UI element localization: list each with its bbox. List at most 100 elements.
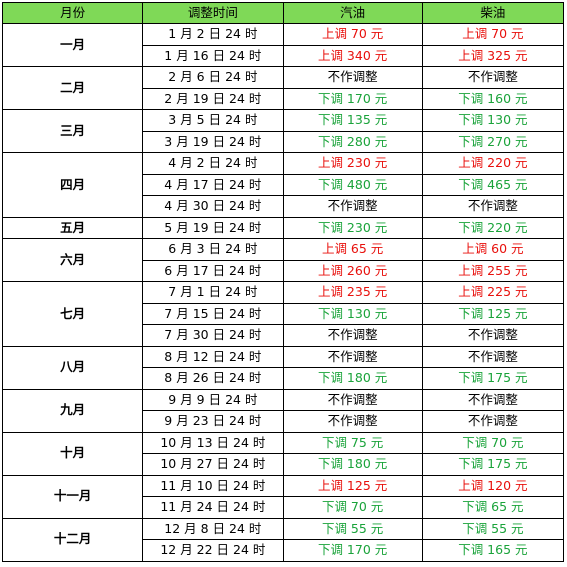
diesel-cell: 上调 225 元	[421, 281, 565, 304]
gasoline-cell: 上调 230 元	[282, 152, 423, 175]
table-header: 月份 调整时间 汽油 柴油	[1, 2, 565, 24]
adjust-time-cell: 4 月 2 日 24 时	[142, 152, 284, 175]
table-row: 九月 9 月 9 日 24 时不作调整 不作调整	[1, 388, 565, 433]
adjust-time-cell: 4 月 17 日 24 时	[142, 173, 284, 196]
diesel-cell: 下调 70 元	[421, 431, 565, 454]
table-row: 二月 2 月 6 日 24 时不作调整 不作调整	[1, 66, 565, 110]
table-row: 一月 1 月 2 日 24 时上调 70 元上调 70 元	[1, 23, 565, 67]
table-row: 十月 10 月 13 日 24 时下调 75 元下调 70 元	[1, 431, 565, 476]
diesel-cell: 下调 270 元	[421, 130, 565, 153]
adjust-time-cell: 4 月 30 日 24 时	[142, 195, 284, 218]
adjust-time-cell: 7 月 1 日 24 时	[142, 281, 284, 304]
adjust-time-cell: 12 月 22 日 24 时	[142, 539, 284, 562]
table-row: 4 月 30 日 24 时不作调整 不作调整	[3, 195, 565, 218]
table-row: 八月 8 月 12 日 24 时不作调整 不作调整	[1, 345, 565, 390]
header-diesel: 柴油	[421, 2, 565, 24]
adjust-time-cell: 10 月 27 日 24 时	[142, 453, 284, 476]
adjust-time-cell: 2 月 19 日 24 时	[142, 87, 284, 110]
gasoline-cell: 下调 230 元	[282, 216, 423, 239]
diesel-cell: 不作调整	[421, 410, 565, 433]
month-cell: 四月	[1, 152, 144, 218]
diesel-cell: 下调 175 元	[421, 367, 565, 390]
adjust-time-cell: 9 月 23 日 24 时	[142, 410, 284, 433]
gasoline-cell: 下调 130 元	[282, 302, 423, 325]
diesel-cell: 上调 120 元	[421, 474, 565, 497]
adjust-time-cell: 11 月 10 日 24 时	[142, 474, 284, 497]
diesel-cell: 不作调整	[421, 345, 565, 368]
diesel-cell: 不作调整	[421, 195, 565, 218]
adjust-time-cell: 1 月 2 日 24 时	[142, 23, 284, 46]
diesel-cell: 下调 165 元	[421, 539, 565, 562]
adjust-time-cell: 9 月 9 日 24 时	[142, 388, 284, 411]
month-cell: 三月	[1, 109, 144, 153]
gasoline-cell: 下调 75 元	[282, 431, 423, 454]
diesel-cell: 上调 70 元	[421, 23, 565, 46]
diesel-cell: 下调 55 元	[421, 517, 565, 540]
diesel-cell: 下调 130 元	[421, 109, 565, 132]
gasoline-cell: 上调 65 元	[282, 238, 423, 261]
adjust-time-cell: 1 月 16 日 24 时	[142, 44, 284, 67]
header-adjust-time: 调整时间	[142, 2, 284, 24]
table-row: 十一月 11 月 10 日 24 时上调 125 元上调 120 元	[1, 474, 565, 519]
table-row: 2 月 19 日 24 时下调 170 元下调 160 元	[3, 87, 565, 110]
gasoline-cell: 不作调整	[282, 324, 423, 347]
adjust-time-cell: 3 月 19 日 24 时	[142, 130, 284, 153]
gasoline-cell: 上调 70 元	[282, 23, 423, 46]
adjust-time-cell: 11 月 24 日 24 时	[142, 496, 284, 519]
adjust-time-cell: 2 月 6 日 24 时	[142, 66, 284, 89]
adjust-time-cell: 8 月 12 日 24 时	[142, 345, 284, 368]
month-cell: 八月	[1, 345, 144, 390]
diesel-cell: 上调 325 元	[421, 44, 565, 67]
diesel-cell: 下调 220 元	[421, 216, 565, 239]
table-row: 4 月 17 日 24 时下调 480 元下调 465 元	[3, 173, 565, 196]
table-row: 11 月 24 日 24 时下调 70 元下调 65 元	[3, 496, 565, 519]
diesel-cell: 下调 65 元	[421, 496, 565, 519]
month-cell: 九月	[1, 388, 144, 433]
gasoline-cell: 上调 235 元	[282, 281, 423, 304]
adjust-time-cell: 10 月 13 日 24 时	[142, 431, 284, 454]
month-cell: 六月	[1, 238, 144, 282]
gasoline-cell: 不作调整	[282, 66, 423, 89]
month-cell: 十二月	[1, 517, 144, 562]
gasoline-cell: 不作调整	[282, 345, 423, 368]
adjust-time-cell: 7 月 30 日 24 时	[142, 324, 284, 347]
diesel-cell: 下调 160 元	[421, 87, 565, 110]
diesel-cell: 不作调整	[421, 324, 565, 347]
gasoline-cell: 下调 135 元	[282, 109, 423, 132]
gasoline-cell: 下调 480 元	[282, 173, 423, 196]
table-row: 1 月 16 日 24 时上调 340 元上调 325 元	[3, 44, 565, 67]
table-row: 十二月 12 月 8 日 24 时下调 55 元下调 55 元	[1, 517, 565, 562]
table-row: 8 月 26 日 24 时下调 180 元下调 175 元	[3, 367, 565, 390]
table-row: 三月 3 月 5 日 24 时下调 135 元下调 130 元	[1, 109, 565, 153]
month-cell: 十一月	[1, 474, 144, 519]
table-row: 四月 4 月 2 日 24 时上调 230 元上调 220 元	[1, 152, 565, 218]
table-row: 12 月 22 日 24 时下调 170 元下调 165 元	[3, 539, 565, 562]
table-row: 六月 6 月 3 日 24 时上调 65 元上调 60 元	[1, 238, 565, 282]
gasoline-cell: 不作调整	[282, 388, 423, 411]
month-cell: 二月	[1, 66, 144, 110]
adjust-time-cell: 7 月 15 日 24 时	[142, 302, 284, 325]
gasoline-cell: 上调 125 元	[282, 474, 423, 497]
gasoline-cell: 下调 180 元	[282, 453, 423, 476]
month-cell: 七月	[1, 281, 144, 347]
table-row: 7 月 30 日 24 时不作调整 不作调整	[3, 324, 565, 347]
diesel-cell: 上调 220 元	[421, 152, 565, 175]
diesel-cell: 上调 60 元	[421, 238, 565, 261]
gasoline-cell: 上调 340 元	[282, 44, 423, 67]
header-gasoline: 汽油	[282, 2, 423, 24]
diesel-cell: 上调 255 元	[421, 259, 565, 282]
adjust-time-cell: 3 月 5 日 24 时	[142, 109, 284, 132]
header-month: 月份	[1, 2, 144, 24]
adjust-time-cell: 6 月 17 日 24 时	[142, 259, 284, 282]
adjust-time-cell: 6 月 3 日 24 时	[142, 238, 284, 261]
adjust-time-cell: 5 月 19 日 24 时	[142, 216, 284, 239]
month-cell: 十月	[1, 431, 144, 476]
header-row: 月份 调整时间 汽油 柴油	[1, 2, 565, 24]
table-row: 7 月 15 日 24 时下调 130 元下调 125 元	[3, 302, 565, 325]
gasoline-cell: 不作调整	[282, 410, 423, 433]
month-cell: 五月	[1, 216, 144, 239]
gasoline-cell: 下调 180 元	[282, 367, 423, 390]
gasoline-cell: 下调 55 元	[282, 517, 423, 540]
